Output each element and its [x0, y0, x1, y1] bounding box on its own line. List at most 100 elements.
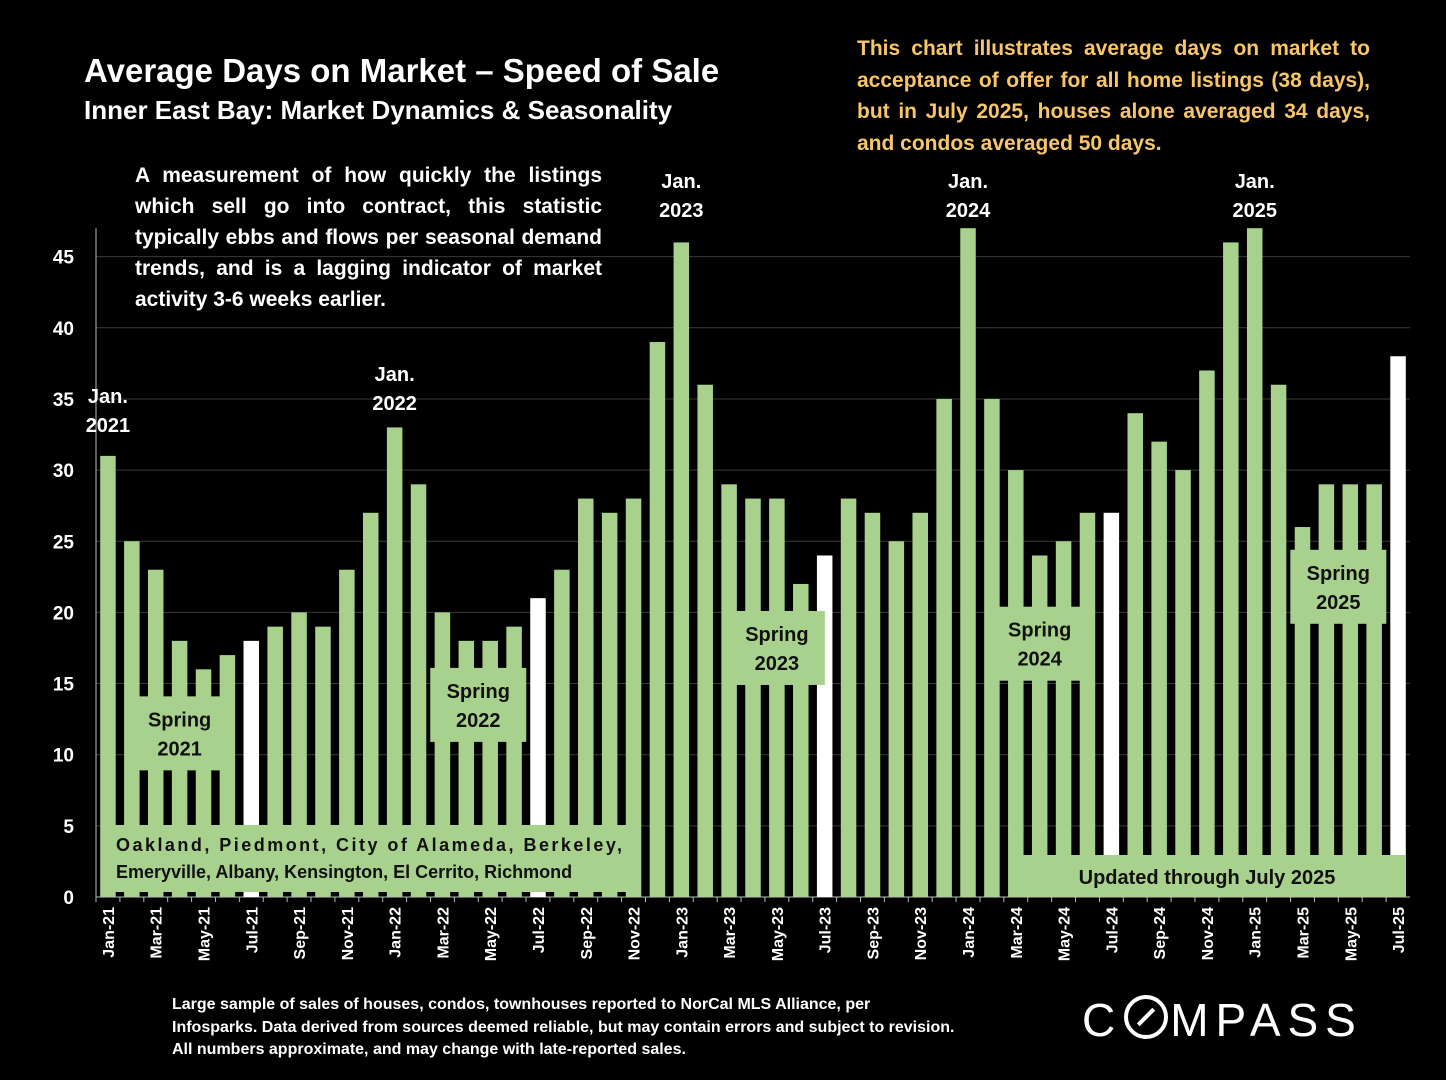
- bar: [625, 498, 642, 897]
- y-tick-label: 40: [53, 319, 74, 340]
- bar: [339, 569, 355, 897]
- jan-annotation: Jan.: [88, 386, 128, 408]
- season-label: Spring: [1008, 620, 1071, 642]
- regions-box: [104, 825, 628, 892]
- bar: [936, 398, 952, 897]
- x-tick-label: Mar-22: [435, 907, 452, 959]
- bar: [673, 242, 690, 898]
- bar: [601, 512, 618, 897]
- bar: [386, 427, 403, 897]
- y-tick-label: 30: [53, 461, 74, 482]
- regions-text: Emeryville, Albany, Kensington, El Cerri…: [116, 862, 572, 882]
- x-tick-label: Jul-22: [531, 907, 548, 953]
- bar: [100, 455, 116, 897]
- season-label-box: [1290, 549, 1387, 624]
- chart-title: Average Days on Market – Speed of Sale: [84, 52, 720, 89]
- season-label-box: [131, 696, 228, 771]
- x-tick-label: Mar-23: [722, 907, 739, 959]
- y-tick-label: 15: [53, 675, 75, 696]
- bar: [960, 228, 976, 897]
- bar: [1342, 484, 1359, 897]
- season-label-box: [728, 610, 825, 685]
- bar: [1390, 356, 1406, 897]
- x-tick-label: Sep-23: [865, 907, 882, 960]
- bar: [1055, 541, 1072, 897]
- x-tick-label: Nov-24: [1200, 907, 1217, 960]
- bar: [1103, 512, 1120, 897]
- x-tick-label: Mar-24: [1009, 907, 1026, 959]
- bar: [840, 498, 857, 897]
- x-tick-label: Jul-23: [818, 907, 835, 953]
- x-tick-label: Sep-24: [1152, 907, 1169, 960]
- compass-logo: C MPASS: [1082, 994, 1363, 1046]
- x-tick-label: May-23: [770, 907, 787, 961]
- season-label-box: [991, 606, 1088, 681]
- y-tick-label: 25: [53, 532, 75, 553]
- x-tick-label: Jan-21: [101, 907, 118, 958]
- bar: [745, 498, 761, 897]
- bar: [721, 484, 737, 897]
- season-label: Spring: [447, 681, 510, 703]
- x-tick-label: Jul-24: [1104, 907, 1121, 953]
- bar: [578, 498, 594, 897]
- bar: [1270, 384, 1287, 898]
- x-tick-label: Jul-25: [1391, 907, 1408, 953]
- bar: [1127, 413, 1144, 897]
- bar: [530, 598, 546, 897]
- bar: [697, 384, 713, 898]
- bar: [1199, 370, 1215, 897]
- x-tick-label: May-21: [197, 907, 214, 961]
- chart-subtitle: Inner East Bay: Market Dynamics & Season…: [84, 95, 673, 125]
- bar: [912, 512, 928, 897]
- jan-annotation: Jan.: [375, 364, 415, 386]
- bar: [1079, 512, 1096, 897]
- jan-annotation: Jan.: [661, 171, 701, 193]
- y-tick-label: 10: [53, 746, 74, 767]
- bar: [649, 342, 666, 897]
- x-tick-label: Jan-24: [961, 907, 978, 958]
- bar: [1318, 484, 1335, 897]
- jan-annotation: 2021: [86, 415, 131, 437]
- x-tick-label: Mar-21: [149, 907, 166, 959]
- bar: [1008, 470, 1024, 897]
- updated-text: Updated through July 2025: [1079, 867, 1336, 889]
- season-label: Spring: [1307, 563, 1370, 585]
- x-tick-label: Sep-21: [292, 907, 309, 960]
- season-label-box: [430, 667, 527, 742]
- chart-note: This chart illustrates average days on m…: [857, 37, 1370, 155]
- bar: [816, 555, 833, 897]
- bar: [1223, 242, 1239, 898]
- x-tick-label: Mar-25: [1295, 907, 1312, 959]
- season-label: 2025: [1316, 592, 1361, 614]
- jan-annotation: 2025: [1232, 200, 1277, 222]
- x-tick-label: Nov-23: [913, 907, 930, 960]
- regions-text: Oakland, Piedmont, City of Alameda, Berk…: [116, 835, 622, 855]
- updated-box: [1009, 855, 1406, 897]
- bar: [888, 541, 905, 897]
- chart-description: A measurement of how quickly the listing…: [135, 164, 602, 311]
- jan-annotation: 2024: [946, 200, 991, 222]
- season-label: Spring: [745, 624, 808, 646]
- x-tick-label: May-24: [1057, 907, 1074, 961]
- bar: [410, 484, 427, 897]
- bar: [769, 498, 785, 897]
- y-tick-label: 5: [63, 817, 74, 838]
- season-label: 2021: [157, 738, 202, 760]
- bar: [1175, 470, 1191, 897]
- x-tick-label: Nov-22: [627, 907, 644, 960]
- bar: [554, 569, 570, 897]
- source-footnote: Large sample of sales of houses, condos,…: [172, 996, 955, 1058]
- jan-annotation: Jan.: [948, 171, 988, 193]
- x-tick-label: May-22: [483, 907, 500, 961]
- x-tick-label: Jul-21: [244, 907, 261, 953]
- jan-annotation: 2022: [372, 393, 417, 415]
- season-label: 2022: [456, 710, 501, 732]
- y-tick-label: 0: [63, 888, 74, 909]
- y-tick-label: 20: [53, 603, 74, 624]
- x-tick-label: May-25: [1343, 907, 1360, 961]
- bar: [362, 512, 379, 897]
- x-tick-label: Jan-25: [1248, 907, 1265, 958]
- y-tick-label: 35: [53, 390, 75, 411]
- bar: [864, 512, 881, 897]
